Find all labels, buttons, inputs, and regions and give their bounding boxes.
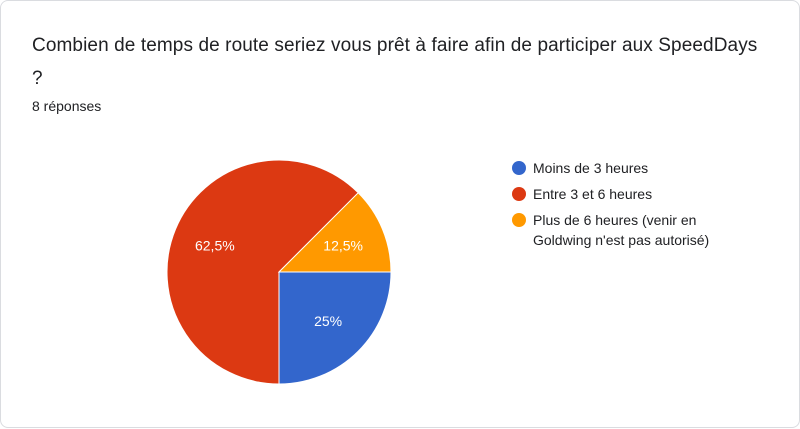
- legend-swatch: [512, 161, 526, 175]
- legend-item-entre-3-et-6-heures[interactable]: Entre 3 et 6 heures: [512, 184, 742, 204]
- legend-label: Entre 3 et 6 heures: [533, 186, 653, 202]
- legend-item-moins-de-3-heures[interactable]: Moins de 3 heures: [512, 158, 742, 178]
- response-count: 8 réponses: [32, 98, 102, 114]
- legend-label: Moins de 3 heures: [533, 160, 649, 176]
- legend-label: Plus de 6 heures (venir en Goldwing n'es…: [533, 212, 710, 248]
- pie-slice-entre-3-et-6-heures[interactable]: [166, 159, 359, 385]
- legend-swatch: [512, 187, 526, 201]
- chart-legend: Moins de 3 heures Entre 3 et 6 heures Pl…: [512, 158, 742, 256]
- question-title: Combien de temps de route seriez vous pr…: [32, 35, 758, 89]
- legend-item-plus-de-6-heures[interactable]: Plus de 6 heures (venir en Goldwing n'es…: [512, 210, 742, 250]
- pie-slice-moins-de-3-heures[interactable]: [278, 271, 392, 385]
- slice-label-moins-de-3-heures: 25%: [314, 313, 342, 329]
- pie-slice-plus-de-6-heures[interactable]: [277, 192, 392, 273]
- slice-label-plus-de-6-heures: 12,5%: [323, 237, 363, 253]
- slice-label-entre-3-et-6-heures: 62,5%: [195, 237, 235, 253]
- legend-swatch: [512, 213, 526, 227]
